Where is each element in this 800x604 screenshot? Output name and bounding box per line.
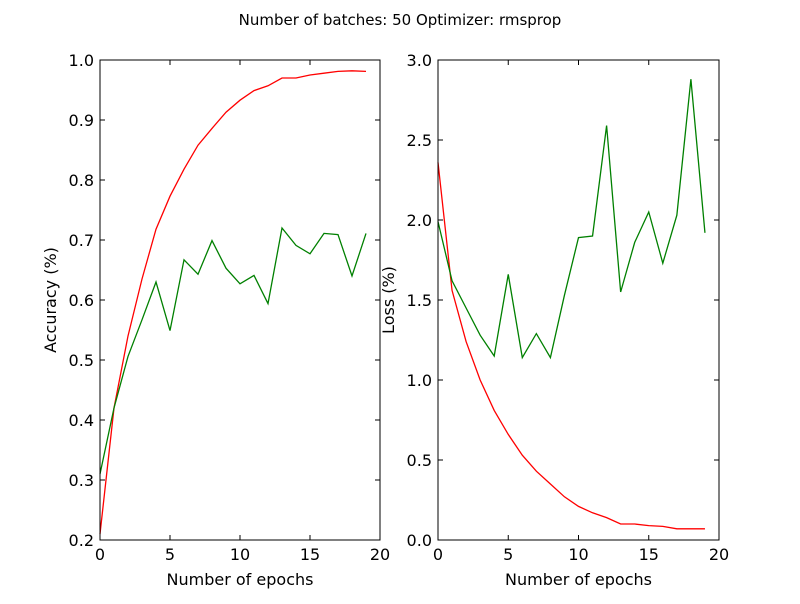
y-tick-label: 1.5 [407, 291, 432, 310]
y-tick-label: 0.5 [407, 451, 432, 470]
y-tick-label: 1.0 [69, 51, 94, 70]
x-tick-label: 20 [709, 545, 729, 564]
y-tick-label: 3.0 [407, 51, 432, 70]
red-series-line [437, 162, 705, 530]
y-axis-label: Accuracy (%) [41, 247, 60, 353]
x-axis-label: Number of epochs [505, 570, 652, 589]
y-tick-label: 0.5 [69, 351, 94, 370]
y-tick-label: 0.8 [69, 171, 94, 190]
x-tick-label: 15 [300, 545, 320, 564]
accuracy-plot: 0 5 10 15 20 0.2 0.3 0.4 0.5 0.6 0.7 0.8 0.9 1.0 Numbe… [41, 51, 390, 589]
green-series-line [437, 79, 706, 360]
x-tick-label: 0 [433, 545, 443, 564]
x-tick-label: 10 [568, 545, 588, 564]
figure-title: Number of batches: 50 Optimizer: rmsprop [239, 11, 562, 29]
y-tick-label: 0.9 [69, 111, 94, 130]
x-tick-label: 15 [639, 545, 659, 564]
plot-frame [437, 59, 720, 541]
x-axis-label: Number of epochs [167, 570, 314, 589]
plot-frame [99, 59, 381, 541]
green-series-line [99, 226, 367, 475]
y-tick-label: 2.5 [407, 131, 432, 150]
x-tick-label: 10 [230, 545, 250, 564]
red-series-line [99, 70, 367, 535]
loss-plot: 0 5 10 15 20 0.0 0.5 1.0 1.5 2.0 2.5 3.0 Number of e… [379, 51, 729, 589]
x-tick-label: 0 [95, 545, 105, 564]
y-tick-label: 0.0 [407, 531, 432, 550]
x-tick-label: 20 [370, 545, 390, 564]
x-tick-label: 5 [165, 545, 175, 564]
y-tick-label: 2.0 [407, 211, 432, 230]
y-tick-label: 0.2 [69, 531, 94, 550]
y-axis-label: Loss (%) [379, 266, 398, 334]
x-tick-label: 5 [503, 545, 513, 564]
y-tick-label: 1.0 [407, 371, 432, 390]
y-tick-label: 0.6 [69, 291, 94, 310]
y-tick-label: 0.3 [69, 471, 94, 490]
y-tick-label: 0.7 [69, 231, 94, 250]
y-tick-label: 0.4 [69, 411, 94, 430]
